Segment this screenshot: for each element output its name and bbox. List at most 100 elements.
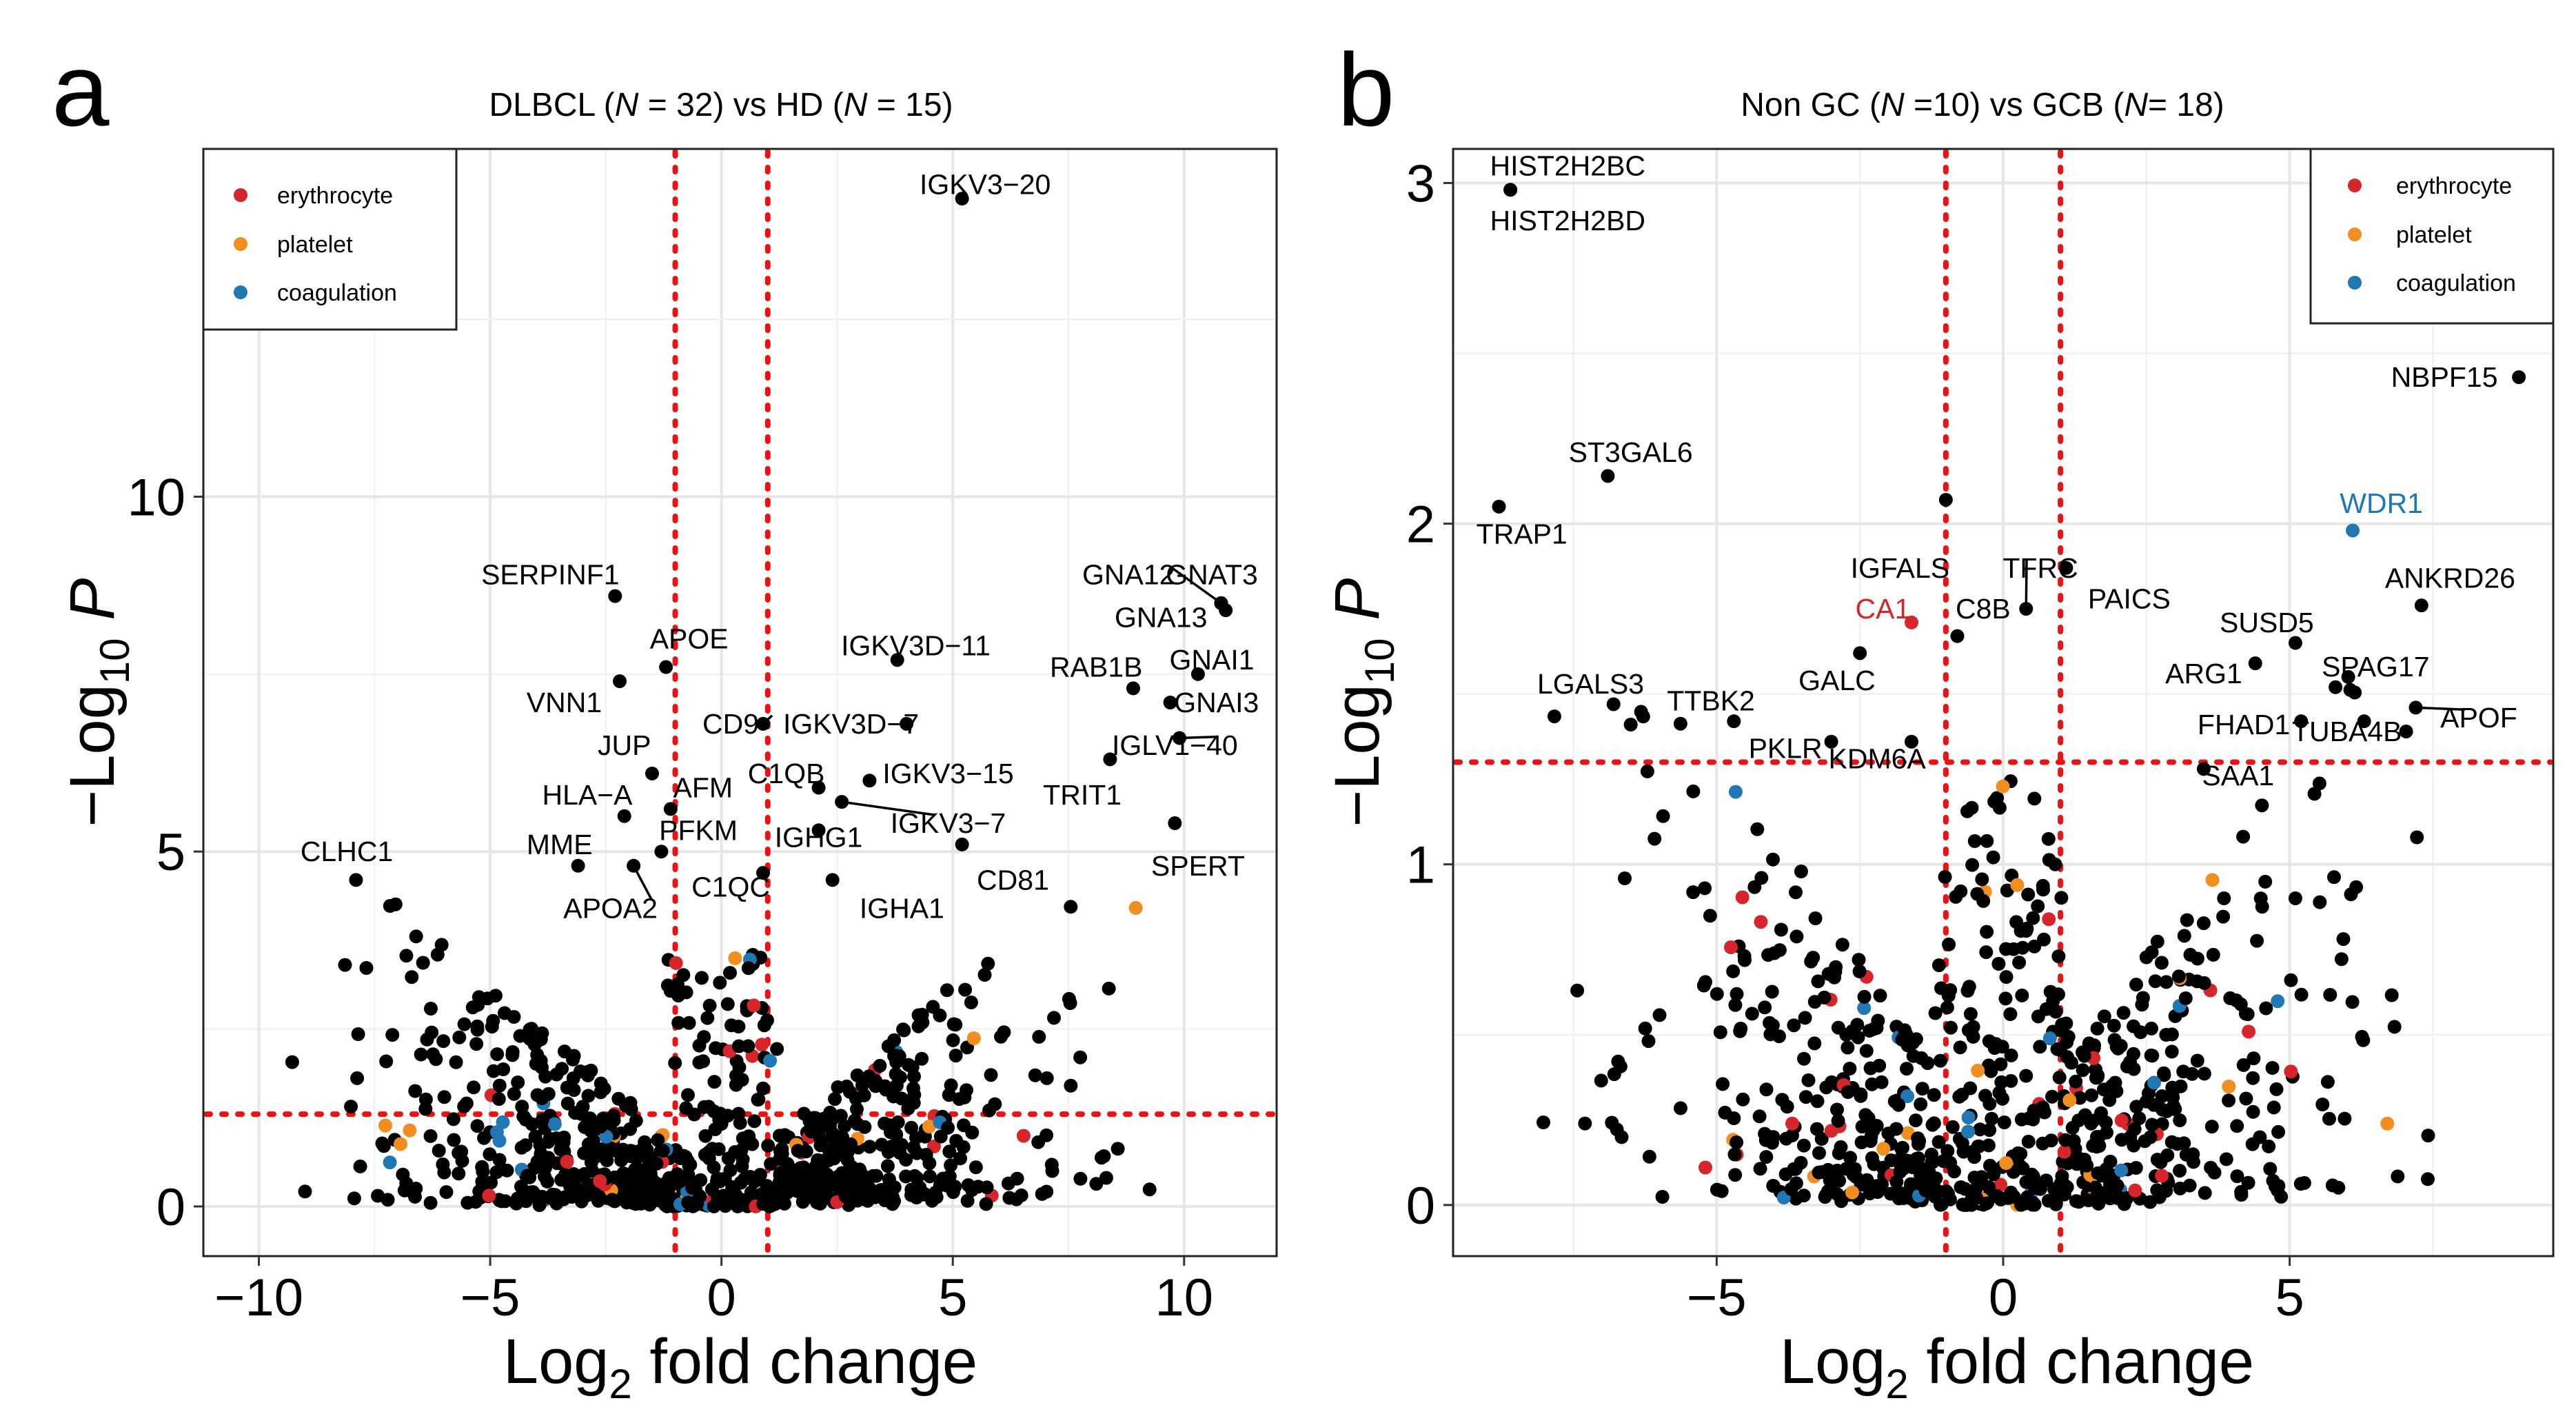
labeled-point — [659, 660, 673, 674]
legend-platelet-label: platelet — [2396, 222, 2472, 248]
data-point — [2230, 1119, 2244, 1133]
data-point — [2114, 1163, 2129, 1178]
data-point — [1876, 1142, 1891, 1156]
data-point — [2190, 974, 2204, 989]
data-point — [383, 1155, 397, 1170]
data-point — [2164, 1027, 2179, 1042]
y-tick-label: 5 — [156, 823, 185, 882]
x-tick-label: 5 — [2275, 1269, 2304, 1327]
data-point — [704, 1182, 719, 1197]
data-point — [379, 1054, 394, 1069]
data-point — [477, 1131, 491, 1145]
data-point — [949, 1133, 964, 1148]
data-point — [470, 1022, 485, 1037]
data-point — [2222, 1080, 2236, 1093]
data-point — [682, 1016, 696, 1030]
data-point — [446, 1112, 460, 1127]
data-point — [1998, 991, 2013, 1006]
data-point — [2155, 1089, 2169, 1103]
gene-label: GALC — [1798, 665, 1876, 696]
labeled-point — [2357, 714, 2371, 729]
data-point — [707, 1160, 721, 1175]
gene-label: PFKM — [659, 814, 738, 846]
data-point — [1845, 1185, 1859, 1200]
data-point — [1884, 1153, 1898, 1167]
data-point — [994, 1029, 1008, 1044]
data-point — [858, 1120, 872, 1134]
data-point — [423, 1129, 438, 1143]
data-point — [609, 1144, 624, 1158]
data-point — [449, 1055, 463, 1069]
data-point — [984, 1068, 998, 1082]
data-point — [2010, 878, 2025, 892]
data-point — [1958, 1182, 1972, 1196]
data-point — [660, 978, 675, 993]
data-point — [2033, 1182, 2047, 1196]
gene-label: HLA−A — [542, 779, 633, 811]
data-point — [496, 1062, 511, 1076]
panel-b-legend: erythrocyte platelet coagulation — [2309, 148, 2555, 325]
data-point — [2154, 956, 2169, 970]
data-point — [1840, 1085, 1855, 1099]
data-point — [2031, 899, 2045, 913]
data-point — [285, 1055, 299, 1069]
data-point — [1960, 804, 1974, 818]
x-tick-label: −5 — [460, 1269, 520, 1327]
data-point — [922, 1156, 937, 1171]
data-point — [541, 1087, 556, 1101]
data-point — [2129, 978, 2143, 992]
data-point — [2307, 787, 2322, 801]
data-point — [698, 1129, 713, 1143]
data-point — [2173, 1164, 2187, 1178]
data-point — [1854, 1135, 1869, 1149]
gene-label: C1QC — [691, 871, 770, 903]
data-point — [565, 1190, 579, 1204]
data-point — [869, 1073, 883, 1088]
data-point — [2355, 1029, 2369, 1044]
gene-label: C1QB — [748, 758, 825, 789]
data-point — [1973, 1122, 1987, 1137]
data-point — [520, 1169, 535, 1183]
data-point — [1979, 945, 1994, 960]
data-point — [2042, 912, 2056, 927]
data-point — [470, 1119, 485, 1133]
gene-label: NBPF15 — [2391, 361, 2498, 393]
data-point — [635, 1144, 649, 1158]
data-point — [2069, 1074, 2083, 1089]
data-point — [2250, 933, 2264, 948]
gene-label: VNN1 — [527, 687, 602, 718]
data-point — [1728, 1168, 1743, 1182]
data-point — [709, 1041, 723, 1056]
gene-label: FHAD1 — [2198, 709, 2290, 740]
data-point — [467, 1080, 481, 1095]
data-point — [756, 1081, 770, 1095]
panel-b-axis-ticks: −5 0 5 0 1 2 3 — [1406, 154, 2304, 1327]
data-point — [761, 1138, 775, 1153]
data-point — [2051, 949, 2066, 964]
legend-coagulation-marker — [2348, 276, 2362, 290]
data-point — [1759, 1150, 1774, 1164]
data-point — [2150, 934, 2164, 949]
data-point — [1642, 1149, 1656, 1164]
data-point — [523, 1022, 537, 1037]
data-point — [1992, 1086, 2007, 1100]
data-point — [2102, 1093, 2117, 1107]
data-point — [2190, 1053, 2204, 1068]
gene-label: JUP — [598, 729, 651, 761]
data-point — [434, 938, 449, 952]
panel-b-letter: b — [1337, 32, 1395, 148]
data-point — [1811, 974, 1825, 989]
y-tick-label: 0 — [156, 1178, 185, 1237]
data-point — [2348, 685, 2362, 700]
data-point — [1640, 764, 1654, 778]
data-point — [1730, 1135, 1744, 1149]
data-point — [1734, 1022, 1748, 1036]
data-point — [351, 1027, 365, 1041]
data-point — [1994, 1075, 2009, 1089]
data-point — [949, 1018, 963, 1032]
data-point — [866, 1169, 880, 1183]
data-point — [723, 1163, 738, 1178]
data-point — [1915, 1082, 1929, 1096]
labeled-point — [955, 192, 969, 206]
data-point — [1758, 1000, 1772, 1015]
